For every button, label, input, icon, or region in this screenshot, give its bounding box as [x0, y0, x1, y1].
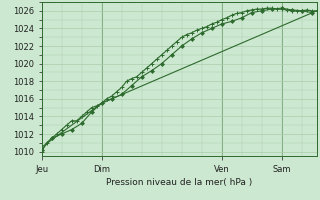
X-axis label: Pression niveau de la mer( hPa ): Pression niveau de la mer( hPa ): [106, 178, 252, 187]
